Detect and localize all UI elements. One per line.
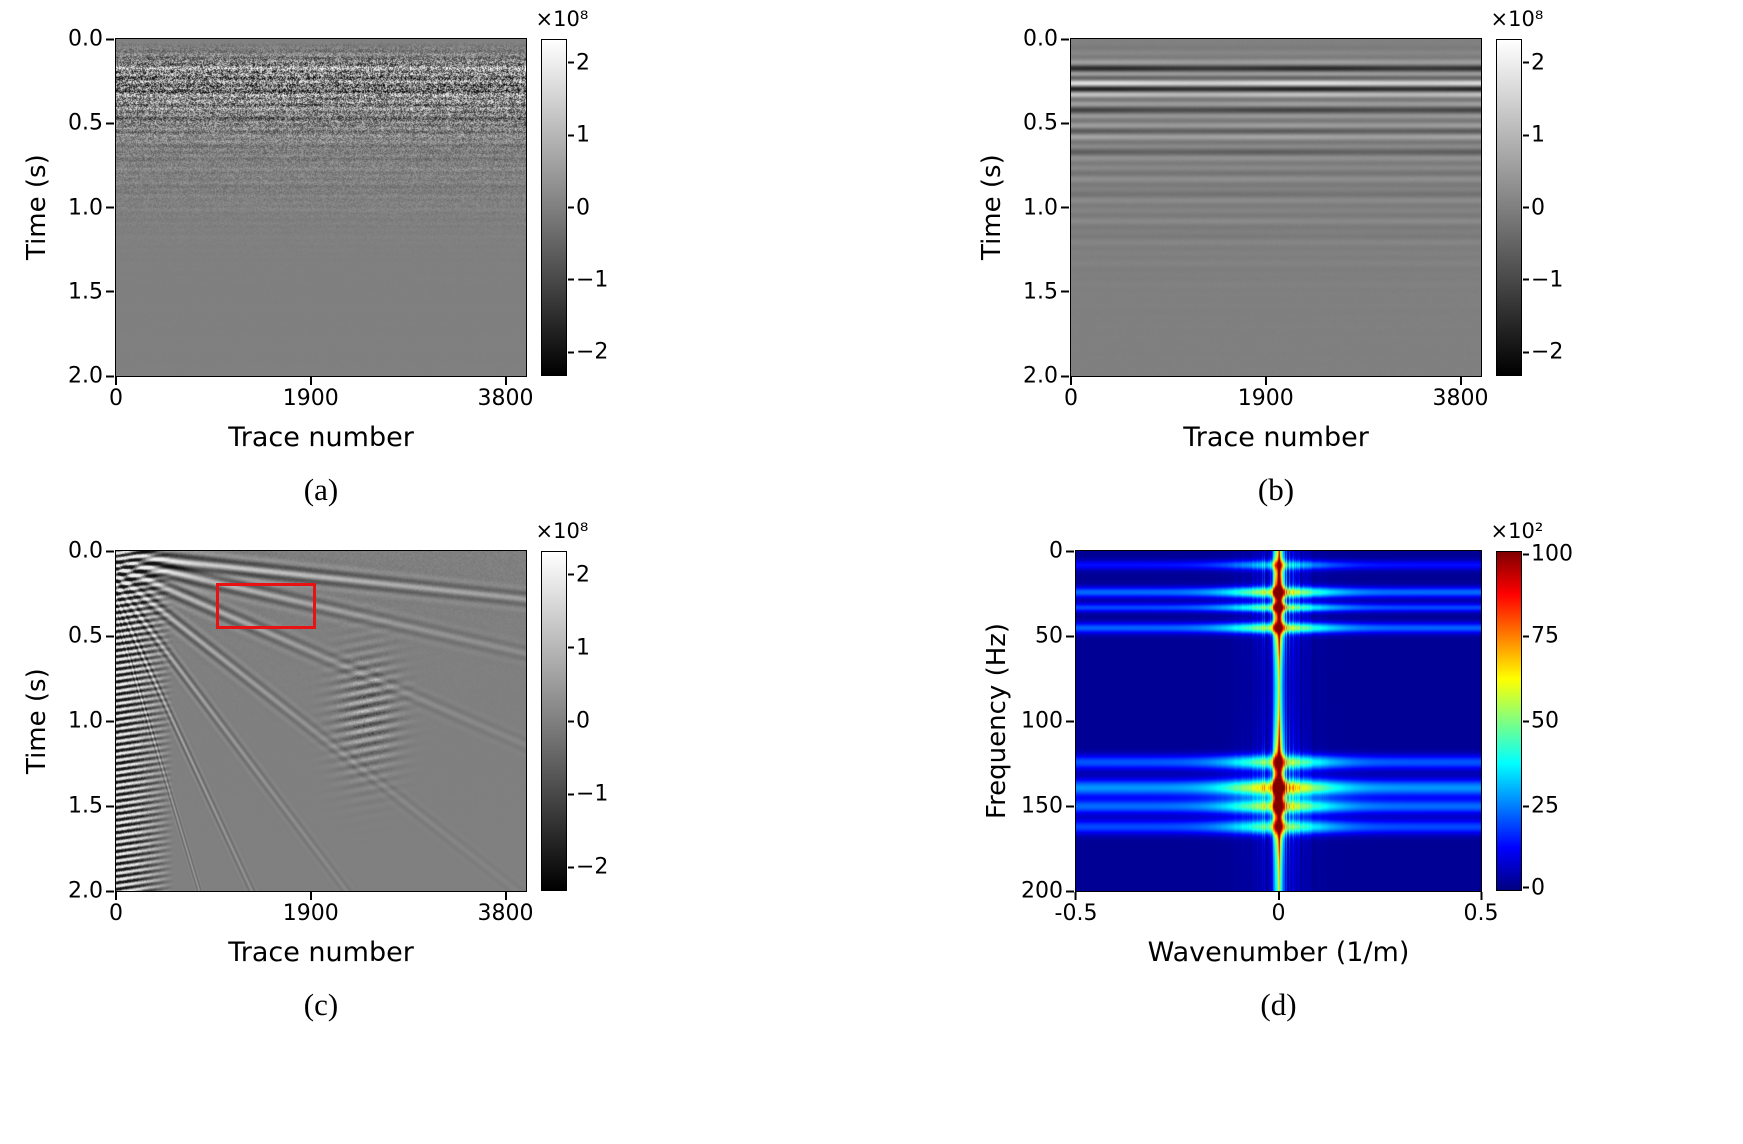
colorbar-c: ×10⁸ 2 1 0 −1 −2 <box>536 519 608 891</box>
colorbar-tick-label: 0 <box>576 708 590 734</box>
x-tick-label: -0.5 <box>1054 901 1098 926</box>
colorbar-a: ×10⁸ 2 1 0 −1 −2 <box>536 7 608 376</box>
colorbar-tick-label: 50 <box>1531 708 1559 734</box>
x-tick-label: 0 <box>1064 386 1078 411</box>
y-tick-label: 100 <box>1021 708 1063 734</box>
y-tick-label: 0.5 <box>68 110 103 136</box>
x-axis-label-c: Trace number <box>228 937 414 968</box>
x-tick-label: 0.5 <box>1463 901 1499 926</box>
x-tick-label: 1900 <box>282 386 339 411</box>
colorbar-tick-label: 25 <box>1531 793 1559 819</box>
colorbar-tick-label: 2 <box>576 50 590 76</box>
colorbar-exponent: ×10⁸ <box>1490 7 1544 31</box>
colorbar-tick-label: −1 <box>1531 267 1564 293</box>
y-axis-label-c: Time (s) <box>22 668 52 774</box>
y-tick-label: 2.0 <box>68 878 103 904</box>
y-tick-label: 50 <box>1035 623 1063 649</box>
colorbar-gradient-gray <box>541 39 567 376</box>
colorbar-tick-label: −2 <box>576 854 609 880</box>
x-axis-label-a: Trace number <box>228 422 414 453</box>
colorbar-exponent: ×10⁸ <box>535 519 589 543</box>
x-axis-label-b: Trace number <box>1183 422 1369 453</box>
caption-b: (b) <box>1257 472 1295 507</box>
x-tick-label: 0 <box>109 901 123 926</box>
x-tick-label: 1900 <box>282 901 339 926</box>
seismic-image-a <box>116 39 526 376</box>
colorbar-tick-label: 2 <box>576 562 590 588</box>
y-tick-label: 0 <box>1049 538 1063 564</box>
colorbar-tick-label: 1 <box>576 635 590 661</box>
colorbar-tick-label: 2 <box>1531 50 1545 76</box>
colorbar-tick-label: 0 <box>576 195 590 220</box>
y-tick-label: 2.0 <box>1023 363 1058 389</box>
panel-c: Time (s) 0.0 0.5 1.0 1.5 2.0 0 1900 3800… <box>22 519 608 1022</box>
colorbar-gradient-gray <box>541 551 567 891</box>
colorbar-tick-label: 1 <box>576 122 590 148</box>
caption-a: (a) <box>303 472 339 507</box>
x-tick-label: 3800 <box>477 386 534 411</box>
colorbar-tick-label: 100 <box>1531 541 1573 567</box>
panel-b: Time (s) 0.0 0.5 1.0 1.5 2.0 0 1900 3800… <box>977 7 1563 507</box>
seismic-image-c <box>116 551 526 891</box>
colorbar-exponent: ×10² <box>1490 519 1544 543</box>
caption-c: (c) <box>303 987 339 1022</box>
x-axis-label-d: Wavenumber (1/m) <box>1147 937 1410 968</box>
y-tick-label: 1.5 <box>68 793 103 819</box>
y-tick-label: 1.0 <box>1023 195 1058 220</box>
colorbar-tick-label: 75 <box>1531 623 1559 649</box>
panel-d: Frequency (Hz) 0 50 100 150 200 -0.5 0 0… <box>982 519 1573 1022</box>
y-tick-label: 1.0 <box>68 708 103 734</box>
x-tick-label: 0 <box>109 386 123 411</box>
x-tick-label: 3800 <box>477 901 534 926</box>
y-tick-label: 150 <box>1021 793 1063 819</box>
y-axis-label-d: Frequency (Hz) <box>982 622 1012 820</box>
y-tick-label: 2.0 <box>68 363 103 389</box>
colorbar-tick-label: −1 <box>576 781 609 807</box>
colorbar-tick-label: −2 <box>1531 339 1564 365</box>
colorbar-tick-label: 0 <box>1531 195 1545 220</box>
y-tick-label: 1.5 <box>1023 279 1058 305</box>
y-tick-label: 0.5 <box>1023 110 1058 136</box>
colorbar-b: ×10⁸ 2 1 0 −1 −2 <box>1491 7 1563 376</box>
y-tick-label: 1.0 <box>68 195 103 220</box>
seismic-image-b <box>1071 39 1481 376</box>
panel-a: Time (s) 0.0 0.5 1.0 1.5 2.0 0 1900 3800… <box>22 7 608 507</box>
y-tick-label: 0.0 <box>1023 26 1058 52</box>
y-tick-label: 0.0 <box>68 26 103 52</box>
y-axis-label-a: Time (s) <box>22 154 52 261</box>
caption-d: (d) <box>1260 987 1297 1022</box>
colorbar-gradient-gray <box>1496 39 1522 376</box>
y-axis-label-b: Time (s) <box>977 154 1007 261</box>
highlight-rectangle <box>216 582 317 630</box>
colorbar-gradient-jet <box>1496 551 1522 891</box>
colorbar-tick-label: −1 <box>576 267 609 293</box>
y-tick-label: 0.5 <box>68 623 103 649</box>
colorbar-d: ×10² 100 75 50 25 0 <box>1491 519 1573 900</box>
x-tick-label: 3800 <box>1432 386 1489 411</box>
fk-spectrum-image <box>1076 551 1481 891</box>
colorbar-exponent: ×10⁸ <box>535 7 589 31</box>
x-tick-label: 0 <box>1271 901 1286 926</box>
y-tick-label: 200 <box>1021 878 1063 904</box>
y-tick-label: 1.5 <box>68 279 103 305</box>
colorbar-tick-label: 1 <box>1531 122 1545 148</box>
colorbar-tick-label: 0 <box>1531 875 1545 901</box>
x-tick-label: 1900 <box>1237 386 1294 411</box>
y-tick-label: 0.0 <box>68 538 103 564</box>
colorbar-tick-label: −2 <box>576 339 609 365</box>
